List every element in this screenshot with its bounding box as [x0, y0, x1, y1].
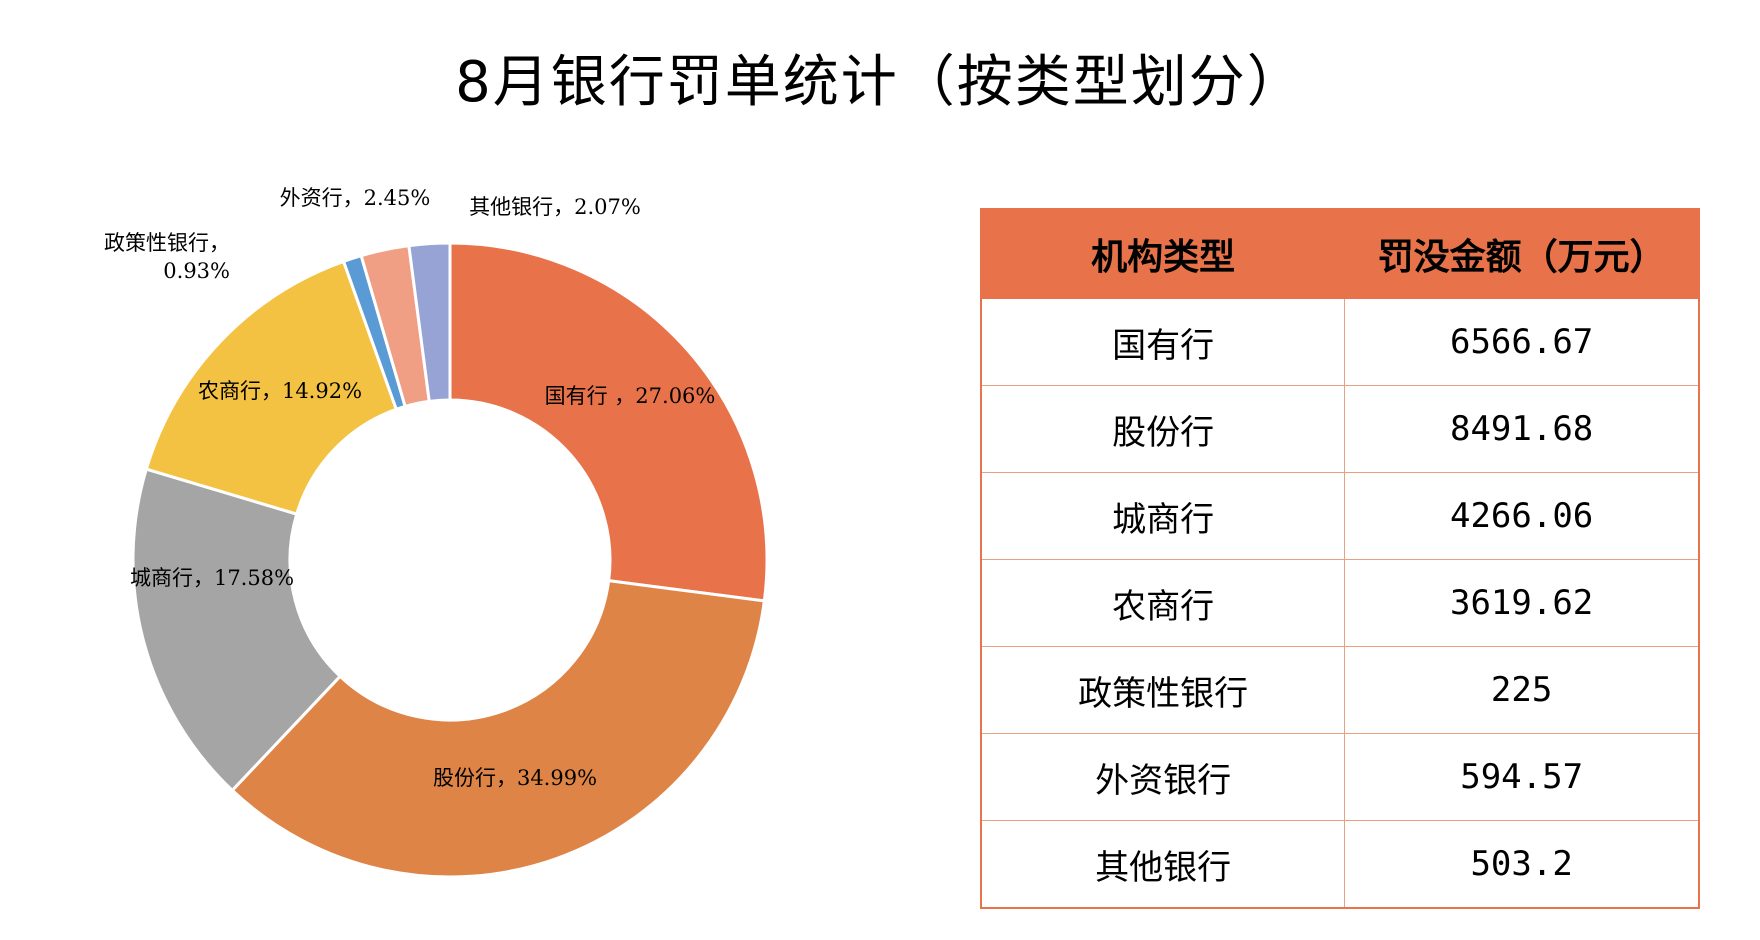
cell-type: 外资银行 [980, 733, 1346, 821]
cell-type: 政策性银行 [980, 646, 1346, 734]
cell-amount: 594.57 [1344, 733, 1700, 821]
cell-type: 城商行 [980, 472, 1346, 560]
table-row: 农商行 3619.62 [980, 559, 1700, 647]
table-row: 外资银行 594.57 [980, 733, 1700, 821]
table-row: 国有行 6566.67 [980, 298, 1700, 386]
penalty-table-container: 机构类型 罚没金额（万元） 国有行 6566.67 股份行 8491.68 城商… [980, 208, 1700, 909]
cell-type: 股份行 [980, 385, 1346, 473]
table-row: 其他银行 503.2 [980, 820, 1700, 909]
cell-amount: 503.2 [1344, 820, 1700, 909]
slice-data-label: 城商行，17.58% [130, 566, 294, 590]
table-row: 政策性银行 225 [980, 646, 1700, 734]
table-header-row: 机构类型 罚没金额（万元） [980, 208, 1700, 299]
donut-slice-2 [131, 467, 343, 793]
donut-slice-0 [448, 241, 769, 603]
cell-type: 其他银行 [980, 820, 1346, 909]
donut-slice-1 [230, 578, 767, 879]
header-penalty-amount: 罚没金额（万元） [1344, 208, 1700, 299]
table-row: 城商行 4266.06 [980, 472, 1700, 560]
penalty-table: 机构类型 罚没金额（万元） 国有行 6566.67 股份行 8491.68 城商… [980, 208, 1700, 909]
slice-data-label: 国有行 ，27.06% [545, 384, 716, 408]
slice-data-label: 外资行，2.45% [280, 186, 431, 210]
donut-chart: 国有行 ，27.06% 股份行，34.99% 城商行，17.58% 农商行，14.92… [104, 186, 769, 879]
table-row: 股份行 8491.68 [980, 385, 1700, 473]
donut-slice-6 [407, 241, 452, 404]
cell-amount: 4266.06 [1344, 472, 1700, 560]
cell-amount: 6566.67 [1344, 298, 1700, 386]
cell-amount: 225 [1344, 646, 1700, 734]
cell-type: 农商行 [980, 559, 1346, 647]
cell-type: 国有行 [980, 298, 1346, 386]
header-institution-type: 机构类型 [980, 208, 1346, 299]
cell-amount: 3619.62 [1344, 559, 1700, 647]
slice-data-label: 股份行，34.99% [433, 766, 597, 790]
slice-data-label: 农商行，14.92% [198, 379, 362, 403]
chart-title: 8月银行罚单统计（按类型划分） [455, 50, 1305, 115]
slice-data-label: 其他银行，2.07% [469, 195, 641, 219]
cell-amount: 8491.68 [1344, 385, 1700, 473]
donut-slice-3 [144, 259, 399, 516]
slice-data-label: 政策性银行， 0.93% [104, 231, 230, 283]
